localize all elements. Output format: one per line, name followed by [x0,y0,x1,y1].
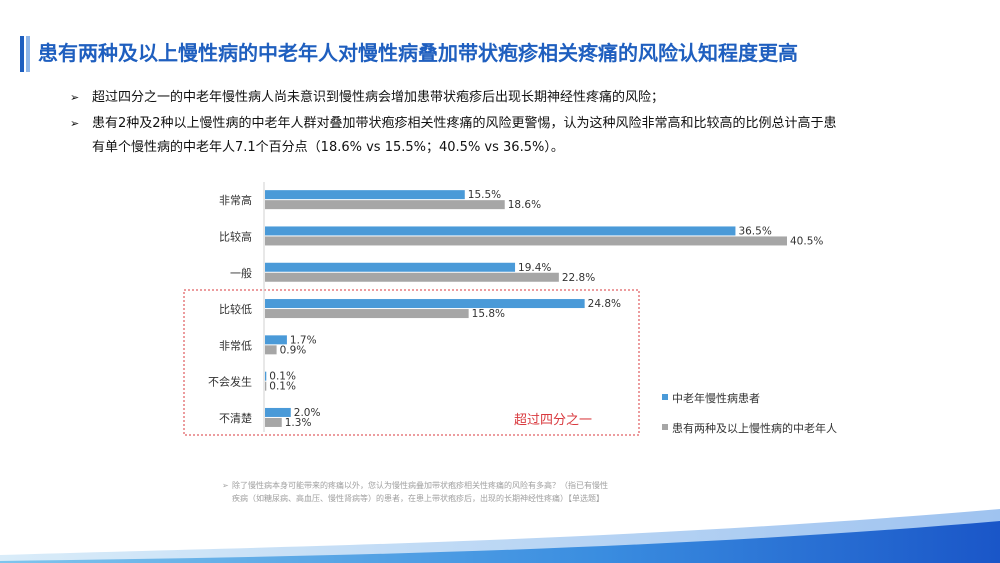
bar-series1 [265,371,267,381]
data-label: 36.5% [738,225,771,237]
data-label: 1.3% [285,417,312,429]
category-label: 非常高 [219,193,252,207]
bullet-arrow-icon: ➢ [70,91,80,104]
data-label: 2.0% [294,407,321,419]
footnote: ➢ 除了慢性病本身可能带来的疼痛以外，您认为慢性病叠加带状疱疹相关性疼痛的风险有… [222,479,752,505]
bullet-text: 超过四分之一的中老年慢性病人尚未意识到慢性病会增加患带状疱疹后出现长期神经性疼痛… [92,90,665,105]
bar-series1 [265,226,736,236]
category-label: 比较高 [219,229,252,243]
legend-label: 中老年慢性病患者 [672,391,760,405]
legend-label: 患有两种及以上慢性病的中老年人 [672,421,837,435]
bar-series1 [265,299,585,309]
bullet-point-1: ➢ 超过四分之一的中老年慢性病人尚未意识到慢性病会增加患带状疱疹后出现长期神经性… [70,86,664,110]
data-label: 22.8% [562,272,595,284]
data-label: 0.1% [269,381,296,393]
bar-series2 [265,309,469,319]
data-label: 19.4% [518,262,551,274]
data-label: 0.1% [269,371,296,383]
category-label: 不会发生 [208,375,252,389]
data-label: 40.5% [790,235,823,247]
bullet-text-continued: 有单个慢性病的中老年人7.1个百分点（18.6% vs 15.5%；40.5% … [92,140,564,155]
bar-series2 [265,272,559,282]
data-label: 0.9% [280,344,307,356]
page-title: 患有两种及以上慢性病的中老年人对慢性病叠加带状疱疹相关疼痛的风险认知程度更高 [38,41,798,65]
footnote-line-1: 除了慢性病本身可能带来的疼痛以外，您认为慢性病叠加带状疱疹相关性疼痛的风险有多高… [232,481,608,490]
bar-series1 [265,335,287,345]
category-label: 非常低 [219,339,252,352]
data-label: 15.5% [468,189,501,201]
title-accent-bar [20,36,24,72]
title-accent-bar-light [26,36,30,72]
legend-swatch [662,394,668,400]
category-label: 一般 [230,267,252,280]
bullet-text: 患有2种及2种以上慢性病的中老年人群对叠加带状疱疹相关性疼痛的风险更警惕，认为这… [92,116,837,131]
data-label: 1.7% [290,334,317,346]
footnote-arrow-icon: ➢ [222,481,229,490]
bar-series2 [265,236,787,246]
highlight-annotation: 超过四分之一 [514,413,592,428]
data-label: 24.8% [588,298,621,310]
data-label: 18.6% [508,199,541,211]
bar-series2 [265,345,277,355]
bar-series1 [265,407,291,417]
category-label: 比较低 [219,302,252,316]
legend-swatch [662,424,668,430]
data-label: 15.8% [472,308,505,320]
bullet-arrow-icon: ➢ [70,117,80,130]
category-label: 不清楚 [219,411,252,425]
bar-series2 [265,200,505,210]
bar-series1 [265,262,516,272]
bar-series1 [265,190,465,200]
bar-series2 [265,417,282,427]
decorative-wave [0,509,1000,563]
bar-series2 [265,381,267,391]
bullet-point-2: ➢ 患有2种及2种以上慢性病的中老年人群对叠加带状疱疹相关性疼痛的风险更警惕，认… [70,112,837,160]
footnote-line-2: 疾病（如糖尿病、高血压、慢性肾病等）的患者，在患上带状疱疹后，出现的长期神经性疼… [232,494,604,503]
